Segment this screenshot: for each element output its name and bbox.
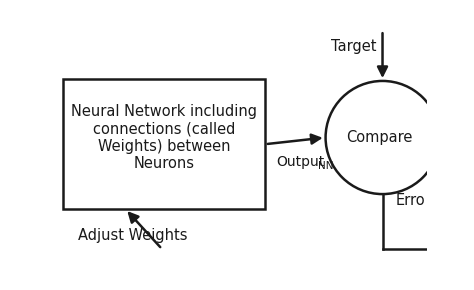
Text: Erro: Erro xyxy=(395,193,425,208)
Text: Neural Network including
connections (called
Weights) between
Neurons: Neural Network including connections (ca… xyxy=(71,104,257,171)
Text: Adjust Weights: Adjust Weights xyxy=(78,228,188,243)
Text: NN: NN xyxy=(318,161,334,171)
Text: Output: Output xyxy=(276,155,324,169)
Ellipse shape xyxy=(326,81,439,194)
Text: Target: Target xyxy=(331,39,376,54)
FancyBboxPatch shape xyxy=(63,79,265,209)
Text: Compare: Compare xyxy=(346,130,412,145)
